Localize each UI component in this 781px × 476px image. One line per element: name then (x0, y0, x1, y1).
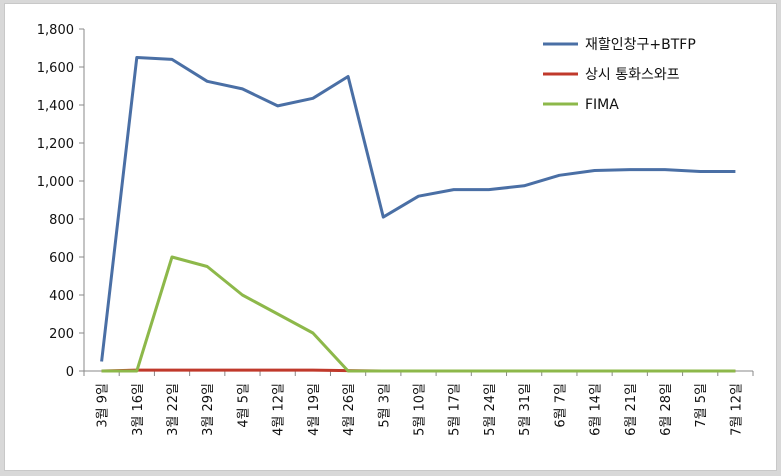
x-tick-label: 7월 12일 (729, 383, 744, 436)
y-tick-label: 1,600 (37, 61, 74, 76)
line-chart: 0 200 400 600 800 1,000 1,200 1,400 1,600 1,800 3… (37, 23, 754, 436)
legend-label: 상시 통화스와프 (585, 67, 680, 83)
x-tick-label: 6월 7일 (553, 383, 568, 428)
x-tick-label: 4월 12일 (272, 383, 287, 436)
y-tick-label: 200 (49, 327, 74, 342)
y-tick-label: 1,000 (37, 175, 74, 190)
legend-label: FIMA (585, 97, 619, 113)
x-tick-label: 4월 19일 (307, 383, 322, 436)
x-tick-labels: 3월 9일 3월 16일 3월 22일 3월 29일 4월 5일 4월 12일 4월 19일… (96, 383, 745, 436)
series-line-2 (101, 255, 736, 373)
chart-frame: 0 200 400 600 800 1,000 1,200 1,400 1,600 1,800 3… (4, 3, 777, 471)
y-tick-label: 1,800 (37, 23, 74, 38)
x-tick-label: 7월 5일 (694, 383, 709, 428)
y-tick-label: 600 (49, 251, 74, 266)
x-tick-label: 6월 21일 (624, 383, 639, 436)
x-tick-label: 3월 16일 (131, 383, 146, 436)
x-tick-label: 5월 3일 (377, 383, 392, 428)
x-tick-label: 3월 9일 (96, 383, 111, 428)
x-tick-label: 6월 28일 (659, 383, 674, 436)
y-tick-label: 1,400 (37, 99, 74, 114)
x-tick-label: 5월 24일 (483, 383, 498, 436)
x-tick-label: 5월 17일 (448, 383, 463, 436)
y-tick-label: 1,200 (37, 137, 74, 152)
x-tick-label: 3월 29일 (201, 383, 216, 436)
x-tick-label: 5월 31일 (518, 383, 533, 436)
y-tick-label: 400 (49, 289, 74, 304)
x-tick-label: 4월 5일 (236, 383, 251, 428)
series-line-0 (100, 56, 736, 362)
y-tick-label: 800 (49, 213, 74, 228)
legend: 재할인창구+BTFP 상시 통화스와프 FIMA (543, 37, 696, 113)
y-tick-labels: 0 200 400 600 800 1,000 1,200 1,400 1,600 1,800 (37, 23, 74, 380)
legend-label: 재할인창구+BTFP (585, 37, 696, 53)
y-tick-label: 0 (66, 365, 74, 380)
x-tick-label: 3월 22일 (166, 383, 181, 436)
x-tick-label: 5월 10일 (413, 383, 428, 436)
x-tick-label: 4월 26일 (342, 383, 357, 436)
x-tick-label: 6월 14일 (589, 383, 604, 436)
series-lines (100, 56, 736, 373)
